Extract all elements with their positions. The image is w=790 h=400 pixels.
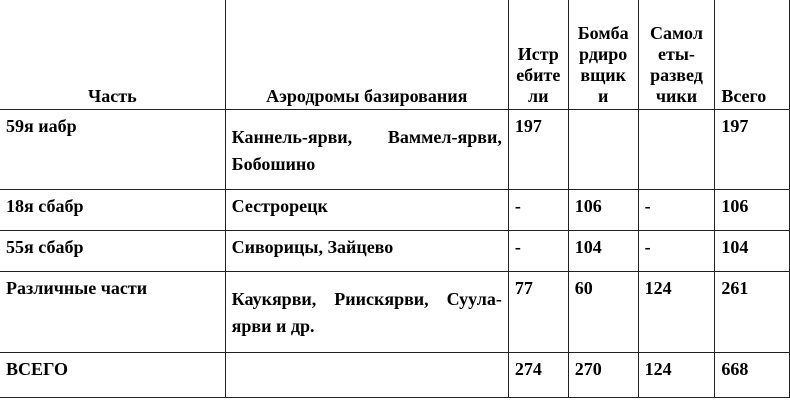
cell-bombers: 270 bbox=[567, 352, 639, 398]
cell-recon: 124 bbox=[637, 352, 716, 398]
total-row: ВСЕГО 274 270 124 668 bbox=[0, 352, 790, 398]
header-bombers: Бомба рдиро вщик и bbox=[567, 0, 639, 110]
cell-total: 261 bbox=[714, 271, 790, 353]
cell-unit: ВСЕГО bbox=[0, 352, 226, 398]
cell-fighters: - bbox=[507, 230, 569, 272]
cell-total: 197 bbox=[714, 109, 790, 190]
cell-unit: 55я сбабр bbox=[0, 230, 226, 272]
cell-recon: - bbox=[637, 230, 716, 272]
header-recon: Самол еты- развед чики bbox=[637, 0, 716, 110]
cell-recon: 124 bbox=[637, 271, 716, 353]
table-row: Различные части Каукярви, Риискярви, Суу… bbox=[0, 271, 790, 353]
cell-total: 104 bbox=[714, 230, 790, 272]
cell-bombers bbox=[567, 109, 639, 190]
cell-recon: - bbox=[637, 189, 716, 231]
header-airfields: Аэродромы базирования bbox=[224, 0, 509, 110]
header-fighters: Истр ебите ли bbox=[507, 0, 569, 110]
cell-airfields: Каннель-ярви, Ваммел-ярви, Бобошино bbox=[224, 109, 509, 190]
cell-bombers: 60 bbox=[567, 271, 639, 353]
cell-unit: 18я сбабр bbox=[0, 189, 226, 231]
cell-unit: Различные части bbox=[0, 271, 226, 353]
cell-fighters: 77 bbox=[507, 271, 569, 353]
table-row: 18я сбабр Сестрорецк - 106 - 106 bbox=[0, 189, 790, 231]
cell-fighters: 274 bbox=[507, 352, 569, 398]
header-row: Часть Аэродромы базирования Истр ебите л… bbox=[0, 0, 790, 110]
cell-fighters: 197 bbox=[507, 109, 569, 190]
cell-unit: 59я иабр bbox=[0, 109, 226, 190]
table-row: 59я иабр Каннель-ярви, Ваммел-ярви, Бобо… bbox=[0, 109, 790, 190]
cell-recon bbox=[637, 109, 716, 190]
cell-total: 106 bbox=[714, 189, 790, 231]
cell-bombers: 104 bbox=[567, 230, 639, 272]
header-unit: Часть bbox=[0, 0, 226, 110]
cell-airfields: Сестрорецк bbox=[224, 189, 509, 231]
cell-bombers: 106 bbox=[567, 189, 639, 231]
table-row: 55я сбабр Сиворицы, Зайцево - 104 - 104 bbox=[0, 230, 790, 272]
cell-airfields bbox=[224, 352, 509, 398]
cell-airfields: Каукярви, Риискярви, Суула-ярви и др. bbox=[224, 271, 509, 353]
cell-airfields: Сиворицы, Зайцево bbox=[224, 230, 509, 272]
header-total: Всего bbox=[714, 0, 790, 110]
cell-fighters: - bbox=[507, 189, 569, 231]
cell-total: 668 bbox=[714, 352, 790, 398]
